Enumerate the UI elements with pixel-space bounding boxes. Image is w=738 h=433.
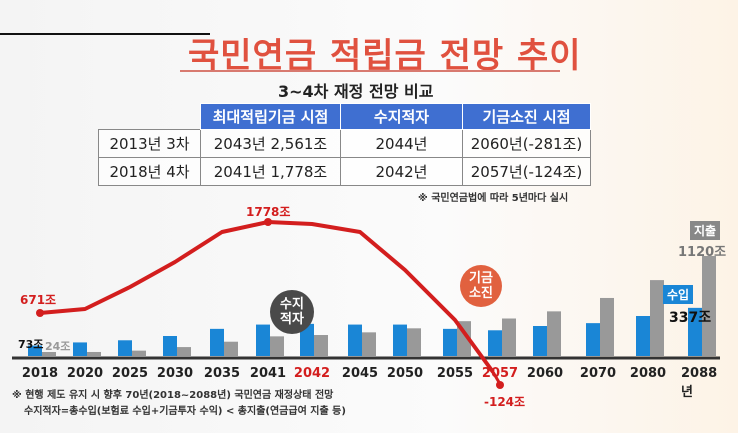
income-bar (28, 345, 42, 356)
table-cell: 2057년(-124조) (462, 157, 591, 186)
expense-bar (407, 328, 421, 356)
expense-2088-label: 1120조 (678, 245, 727, 260)
deficit-bubble: 수지 적자 (270, 290, 314, 334)
peak-point (264, 218, 272, 226)
table-row: 2018년 4차 2041년 1,778조 2042년 2057년(-124조) (98, 157, 591, 186)
expense-tag: 지출 (690, 221, 721, 240)
x-axis-label: 2042 (293, 366, 331, 381)
deficit-bubble-line1: 수지 (280, 297, 304, 312)
column-header: 최대적립기금 시점 (200, 103, 341, 130)
table-subtitle: 3~4차 재정 전망 비교 (278, 82, 434, 101)
x-axis-label: 2088년 (681, 366, 718, 400)
x-axis-label: 2041 (249, 366, 287, 381)
expense-bar (270, 336, 284, 356)
table-cell: 2042년 (340, 157, 463, 186)
income-2018-label: 73조 (18, 338, 44, 351)
table-cell: 2060년(-281조) (462, 129, 591, 158)
income-bar (443, 328, 457, 356)
income-bar (636, 316, 650, 356)
income-bar (256, 324, 270, 356)
income-bar (210, 328, 224, 356)
table-cell: 2041년 1,778조 (200, 157, 341, 186)
income-bar (118, 340, 132, 356)
deficit-bubble-line2: 적자 (280, 312, 304, 327)
table-cell: 2043년 2,561조 (200, 129, 341, 158)
x-axis-label: 2030 (156, 366, 194, 381)
table-cell: 2044년 (340, 129, 463, 158)
decorative-line (0, 33, 210, 35)
table-row: 2013년 3차 2043년 2,561조 2044년 2060년(-281조) (98, 129, 591, 158)
x-axis-label: 2070 (579, 366, 617, 381)
expense-bar (42, 352, 56, 356)
income-bar (300, 323, 314, 356)
depletion-bubble-line2: 소진 (469, 286, 493, 301)
footnote: ※ 현행 제도 유지 시 향후 70년(2018~2088년) 국민연금 재정상… (12, 388, 346, 420)
expense-bar (650, 280, 664, 356)
page-title: 국민연금 적립금 전망 추이 (188, 36, 582, 76)
x-axis-label: 2080 (629, 366, 667, 381)
depletion-bubble: 기금 소진 (460, 265, 502, 307)
income-bar (348, 324, 362, 356)
income-bar (393, 324, 407, 356)
x-axis-label: 2025 (111, 366, 149, 381)
x-axis-label: 2045 (341, 366, 379, 381)
end-point (496, 381, 504, 389)
income-bar (533, 326, 547, 356)
depletion-bubble-line1: 기금 (469, 271, 493, 286)
expense-bar (702, 256, 716, 356)
income-bar (163, 336, 177, 356)
income-2088-label: 337조 (669, 310, 712, 326)
expense-bar (502, 318, 516, 356)
start-fund-label: 671조 (20, 293, 57, 307)
income-tag: 수입 (663, 285, 694, 304)
row-label: 2018년 4차 (98, 157, 201, 186)
x-axis-label: 2050 (386, 366, 424, 381)
title-underline (180, 70, 560, 72)
footnote-line1: ※ 현행 제도 유지 시 향후 70년(2018~2088년) 국민연금 재정상… (12, 390, 334, 401)
expense-2018-label: 24조 (45, 340, 71, 353)
row-label: 2013년 3차 (98, 129, 201, 158)
column-header: 기금소진 시점 (462, 103, 591, 130)
comparison-table: 최대적립기금 시점 수지적자 기금소진 시점 2013년 3차 2043년 2,… (98, 103, 591, 186)
bar-group (28, 256, 716, 356)
income-bar (73, 342, 87, 356)
income-bar (488, 330, 502, 356)
table-note: ※ 국민연금법에 따라 5년마다 실시 (418, 193, 569, 204)
x-axis-label: 2057 (481, 366, 519, 381)
x-axis-label: 2018 (21, 366, 59, 381)
x-axis-label: 2035 (203, 366, 241, 381)
table-header-row: 최대적립기금 시점 수지적자 기금소진 시점 (99, 103, 591, 130)
expense-bar (362, 332, 376, 356)
income-bar (586, 323, 600, 356)
x-axis-label: 2055 (436, 366, 474, 381)
x-axis-label: 2060 (526, 366, 564, 381)
start-point (36, 309, 44, 317)
expense-bar (132, 350, 146, 356)
x-axis-label: 2020 (66, 366, 104, 381)
footnote-line2: 수지적자=총수입(보험료 수입+기금투자 수익) < 총지출(연금급여 지출 등… (24, 406, 346, 417)
column-header: 수지적자 (340, 103, 463, 130)
expense-bar (547, 311, 561, 356)
peak-fund-label: 1778조 (246, 205, 291, 219)
expense-bar (177, 347, 191, 356)
end-fund-label: -124조 (484, 395, 526, 409)
expense-bar (600, 297, 614, 356)
expense-bar (224, 341, 238, 356)
expense-bar (314, 335, 328, 356)
income-bar (688, 307, 702, 356)
expense-bar (87, 351, 101, 356)
